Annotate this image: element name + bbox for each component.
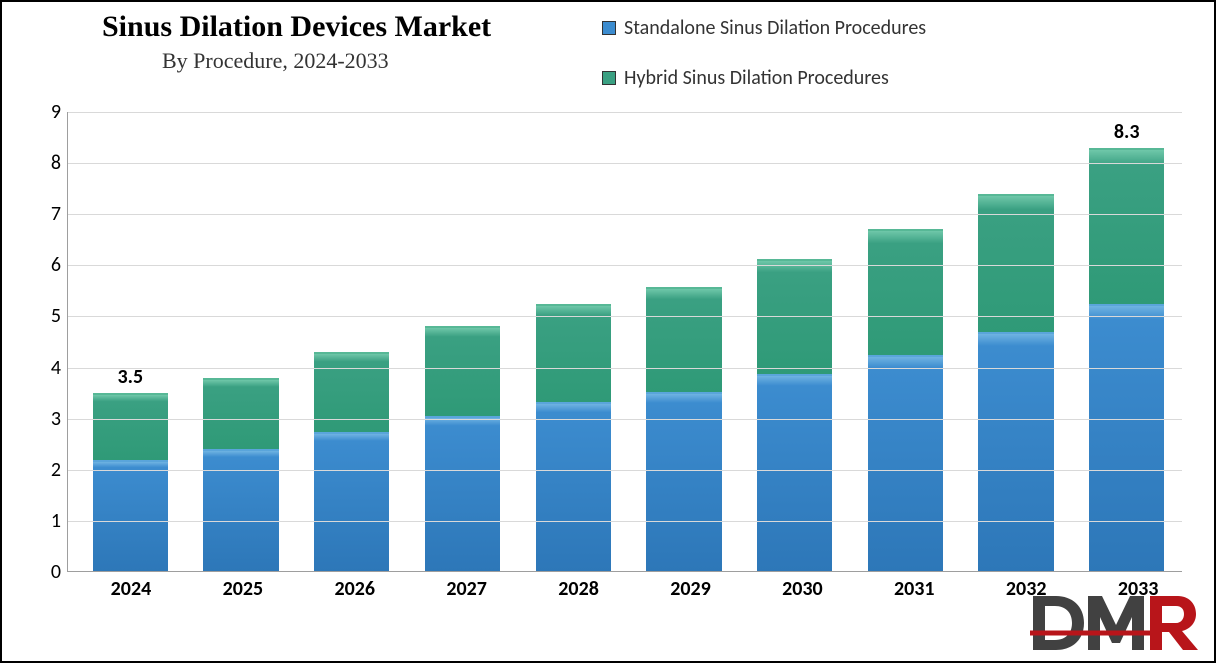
bar-slot: [850, 112, 961, 572]
x-tick-label: 2030: [746, 577, 858, 601]
bar-stack: [978, 194, 1053, 572]
x-tick-label: 2031: [858, 577, 970, 601]
x-tick-label: 2028: [523, 577, 635, 601]
logo-letter-d: [1033, 596, 1084, 650]
bar-stack: [646, 287, 721, 572]
legend-item-standalone: Standalone Sinus Dilation Procedures: [602, 16, 926, 40]
bar-segment-standalone: [536, 402, 611, 572]
logo-letter-r: [1150, 596, 1198, 650]
chart-subtitle: By Procedure, 2024-2033: [162, 48, 389, 74]
legend: Standalone Sinus Dilation Procedures Hyb…: [602, 16, 926, 90]
bar-segment-hybrid: [203, 378, 278, 450]
bar-stack: [757, 259, 832, 572]
y-tick-label: 4: [51, 356, 61, 380]
bar-slot: 3.5: [75, 112, 186, 572]
y-tick-label: 8: [51, 151, 61, 175]
chart-title: Sinus Dilation Devices Market: [102, 10, 491, 44]
watermark-logo: [1030, 593, 1200, 653]
y-tick-label: 2: [51, 458, 61, 482]
bar-slot: [407, 112, 518, 572]
gridline: [67, 163, 1182, 164]
legend-swatch-hybrid: [602, 71, 616, 85]
bar-segment-standalone: [868, 355, 943, 572]
legend-item-hybrid: Hybrid Sinus Dilation Procedures: [602, 66, 926, 90]
gridline: [67, 316, 1182, 317]
bar-stack: [203, 378, 278, 572]
legend-label-hybrid: Hybrid Sinus Dilation Procedures: [624, 66, 889, 90]
bar-segment-hybrid: [93, 393, 168, 459]
bar-slot: 8.3: [1071, 112, 1182, 572]
bar-segment-standalone: [203, 449, 278, 572]
bar-segment-hybrid: [646, 287, 721, 392]
y-tick-label: 6: [51, 253, 61, 277]
bar-segment-hybrid: [1089, 148, 1164, 304]
gridline: [67, 265, 1182, 266]
bar-stack: [425, 326, 500, 572]
logo-letter-m: [1088, 596, 1144, 650]
y-axis-line: [67, 112, 68, 572]
gridline: [67, 368, 1182, 369]
y-tick-label: 0: [51, 560, 61, 584]
legend-label-standalone: Standalone Sinus Dilation Procedures: [624, 16, 926, 40]
bar-segment-standalone: [314, 432, 389, 572]
bar-segment-hybrid: [425, 326, 500, 416]
y-tick-label: 9: [51, 100, 61, 124]
gridline: [67, 470, 1182, 471]
bar-segment-standalone: [1089, 304, 1164, 572]
bar-segment-hybrid: [536, 304, 611, 402]
bar-slot: [186, 112, 297, 572]
gridline: [67, 112, 1182, 113]
bars-container: 3.5 8.3: [67, 112, 1182, 572]
gridline: [67, 521, 1182, 522]
x-tick-label: 2029: [635, 577, 747, 601]
bar-stack: [93, 393, 168, 572]
bar-slot: [629, 112, 740, 572]
x-axis-labels: 2024202520262027202820292030203120322033: [67, 577, 1194, 601]
bar-slot: [296, 112, 407, 572]
plot-area: 0123456789 3.58.3: [22, 112, 1182, 572]
y-tick-label: 3: [51, 407, 61, 431]
y-tick-label: 1: [51, 509, 61, 533]
x-tick-label: 2025: [187, 577, 299, 601]
bar-data-label: 3.5: [118, 365, 144, 389]
bar-segment-standalone: [425, 416, 500, 572]
y-axis: 0123456789: [22, 112, 67, 572]
y-tick-label: 7: [51, 202, 61, 226]
bar-stack: [536, 304, 611, 572]
x-tick-label: 2024: [75, 577, 187, 601]
bar-segment-standalone: [757, 374, 832, 572]
gridline: [67, 214, 1182, 215]
bar-segment-hybrid: [314, 352, 389, 432]
x-tick-label: 2026: [299, 577, 411, 601]
bar-stack: [1089, 148, 1164, 572]
y-tick-label: 5: [51, 304, 61, 328]
bar-segment-hybrid: [868, 229, 943, 355]
x-tick-label: 2027: [411, 577, 523, 601]
bar-segment-standalone: [93, 460, 168, 572]
bar-slot: [739, 112, 850, 572]
bar-data-label: 8.3: [1114, 120, 1140, 144]
bar-stack: [314, 352, 389, 572]
legend-swatch-standalone: [602, 21, 616, 35]
x-axis-line: [67, 571, 1182, 572]
bar-slot: [518, 112, 629, 572]
chart-frame: Sinus Dilation Devices Market By Procedu…: [0, 0, 1216, 663]
chart-area: 3.5 8.3: [67, 112, 1182, 572]
bar-slot: [961, 112, 1072, 572]
gridline: [67, 419, 1182, 420]
